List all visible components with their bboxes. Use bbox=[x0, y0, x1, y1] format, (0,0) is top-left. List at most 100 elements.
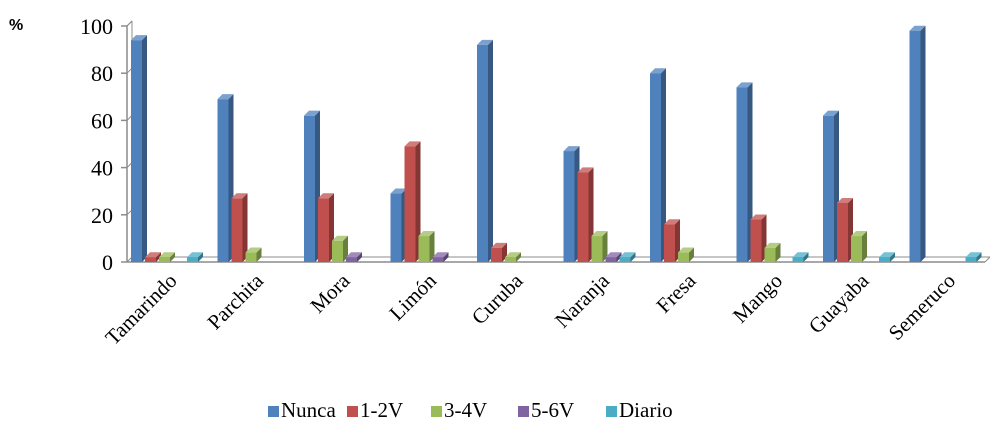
legend-swatch bbox=[268, 406, 279, 417]
bar-front bbox=[231, 198, 243, 262]
bar-guayaba-diario bbox=[879, 252, 895, 262]
bar-top bbox=[477, 39, 493, 45]
bar-front bbox=[792, 257, 804, 262]
bar-side bbox=[516, 252, 521, 262]
bar-side bbox=[803, 252, 809, 262]
bar-group-parchita bbox=[217, 94, 262, 262]
legend-swatch bbox=[347, 406, 358, 417]
legend-item-1-2v: 1-2V bbox=[347, 398, 403, 422]
bar-tamarindo-3-4v bbox=[159, 252, 175, 262]
bar-side bbox=[357, 252, 362, 262]
bar-front bbox=[909, 30, 921, 262]
bar-top bbox=[418, 231, 435, 237]
bar-front bbox=[477, 44, 488, 262]
bar-top bbox=[332, 235, 348, 241]
bar-mora-3-4v bbox=[332, 235, 348, 262]
bar-top bbox=[678, 247, 694, 253]
bar-side bbox=[630, 252, 636, 262]
bar-top bbox=[505, 252, 521, 258]
bar-top bbox=[187, 252, 203, 258]
bar-guayaba-3-4v bbox=[851, 231, 867, 262]
bar-parchita-3-4v bbox=[245, 247, 262, 262]
bar-front bbox=[851, 236, 862, 262]
bar-group-tamarindo bbox=[131, 35, 203, 262]
x-tick-labels: Tamarindo Parchita Mora Limón Curuba Naranja F… bbox=[100, 268, 960, 350]
legend-label: 5-6V bbox=[531, 398, 574, 422]
x-tick-label-guayaba: Guayaba bbox=[804, 268, 874, 338]
bar-top bbox=[390, 188, 407, 194]
legend-item-5-6v: 5-6V bbox=[518, 398, 574, 422]
bar-side bbox=[170, 252, 175, 262]
bar-guayaba-1-2v bbox=[837, 198, 853, 262]
bar-top bbox=[619, 252, 636, 258]
bar-top bbox=[879, 252, 895, 258]
x-tick-label-semeruco: Semeruco bbox=[884, 269, 960, 345]
bar-front bbox=[837, 203, 848, 262]
bar-top bbox=[837, 198, 853, 203]
bar-front bbox=[650, 73, 661, 262]
y-tick-label: 40 bbox=[91, 156, 113, 181]
bar-semeruco-diario bbox=[965, 252, 982, 262]
bar-top bbox=[750, 214, 767, 220]
y-tick-label: 80 bbox=[91, 61, 113, 86]
y-tick-depth bbox=[126, 20, 133, 27]
y-tick-label: 100 bbox=[80, 14, 113, 39]
bar-group-mango bbox=[736, 82, 809, 262]
bar-side bbox=[488, 39, 493, 262]
bar-top bbox=[851, 231, 867, 237]
bar-front bbox=[304, 115, 315, 263]
bar-front bbox=[217, 99, 229, 262]
bar-side bbox=[689, 247, 694, 262]
bar-fresa-nunca bbox=[650, 68, 666, 262]
legend-label: Nunca bbox=[281, 398, 336, 422]
bar-top bbox=[159, 252, 175, 258]
x-tick-label-curuba: Curuba bbox=[467, 268, 528, 329]
bar-top bbox=[650, 68, 666, 74]
bar-top bbox=[563, 146, 580, 152]
bar-mora-1-2v bbox=[318, 193, 334, 262]
bar-mango-1-2v bbox=[750, 214, 767, 262]
bar-side bbox=[156, 252, 161, 262]
bar-front bbox=[764, 247, 776, 262]
bar-fresa-3-4v bbox=[678, 247, 694, 262]
axes bbox=[121, 20, 990, 263]
bar-top bbox=[318, 193, 334, 199]
bar-top bbox=[736, 82, 753, 88]
bar-front bbox=[390, 193, 402, 262]
bar-side bbox=[616, 252, 622, 262]
bar-front bbox=[664, 224, 675, 262]
bar-top bbox=[764, 242, 781, 248]
bar-group-mora bbox=[304, 110, 362, 263]
bar-group-naranja bbox=[563, 146, 636, 262]
legend-label: Diario bbox=[619, 398, 673, 422]
bar-side bbox=[256, 247, 262, 262]
bar-front bbox=[432, 257, 444, 262]
bar-top bbox=[605, 252, 622, 258]
bar-top bbox=[131, 35, 147, 41]
y-tick-labels: 0 20 40 60 80 100 bbox=[80, 14, 113, 275]
x-tick-label-mango: Mango bbox=[728, 269, 787, 328]
bar-naranja-1-2v bbox=[577, 167, 594, 262]
bar-fresa-1-2v bbox=[664, 219, 680, 262]
bar-front bbox=[491, 247, 502, 262]
bar-side bbox=[775, 242, 781, 262]
legend-item-diario: Diario bbox=[606, 398, 673, 422]
legend-item-nunca: Nunca bbox=[268, 398, 336, 422]
bar-mango-diario bbox=[792, 252, 809, 262]
bar-front bbox=[159, 257, 170, 262]
bar-side bbox=[242, 193, 248, 262]
bar-top bbox=[217, 94, 234, 100]
bar-tamarindo-diario bbox=[187, 252, 203, 262]
bars bbox=[131, 25, 982, 263]
x-tick-label-mora: Mora bbox=[305, 268, 355, 318]
bar-front bbox=[404, 146, 416, 262]
bar-parchita-1-2v bbox=[231, 193, 248, 262]
bar-top bbox=[909, 25, 926, 31]
bar-top bbox=[491, 242, 507, 248]
bar-mango-3-4v bbox=[764, 242, 781, 262]
bar-group-fresa bbox=[650, 68, 694, 262]
bar-top bbox=[404, 141, 421, 147]
bar-front bbox=[750, 219, 762, 262]
bar-side bbox=[747, 82, 753, 262]
bar-front bbox=[245, 252, 257, 262]
